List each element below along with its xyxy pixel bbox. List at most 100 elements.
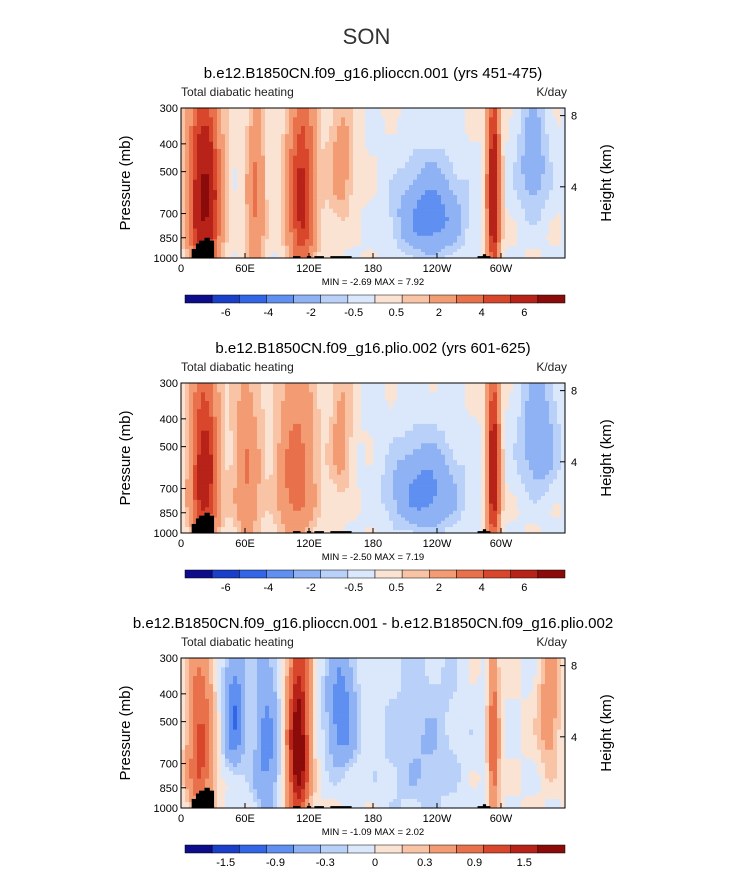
heatmap-cell [249,208,254,214]
heatmap-cell [197,212,202,218]
heatmap-cell [309,449,314,456]
heatmap-cell [213,503,218,508]
heatmap-cell [221,242,226,247]
heatmap-cell [521,221,526,226]
heatmap-cell [221,483,226,489]
heatmap-cell [473,430,478,438]
heatmap-cell [453,416,458,425]
heatmap-cell [305,228,310,233]
heatmap-cell [297,168,302,175]
heatmap-cell [425,212,430,218]
heatmap-cell [221,217,226,222]
heatmap-cell [285,199,290,205]
heatmap-cell [313,487,318,493]
heatmap-cell [521,499,526,505]
heatmap-cell [469,437,474,444]
heatmap-cell [365,204,370,210]
heatmap-cell [365,423,370,432]
heatmap-cell [505,496,510,501]
heatmap-cell [213,470,218,476]
heatmap-cell [297,252,302,256]
heatmap-cell [461,199,466,205]
heatmap-cell [429,195,434,201]
heatmap-cell [481,217,486,222]
heatmap-cell [233,126,238,135]
colorbar-swatch [429,294,457,304]
heatmap-cell [281,108,286,118]
heatmap-cell [413,499,418,505]
heatmap-cell [241,474,246,480]
heatmap-cell [201,168,206,175]
heatmap-cell [353,470,358,476]
heatmap-cell [225,217,230,222]
heatmap-cell [469,179,474,186]
heatmap-cell [209,232,214,237]
heatmap-cell [361,185,366,191]
heatmap-cell [441,239,446,244]
heatmap-cell [533,474,538,480]
heatmap-cell [213,449,218,456]
heatmap-cell [537,148,542,157]
heatmap-cell [329,430,334,438]
heatmap-cell [225,239,230,244]
heatmap-cell [529,168,534,175]
heatmap-cell [461,190,466,196]
heatmap-cell [189,499,194,505]
heatmap-cell [217,190,222,196]
heatmap-cell [529,155,534,163]
heatmap-cell [325,454,330,461]
heatmap-cell [353,492,358,497]
heatmap-cell [317,185,322,191]
heatmap-cell [321,232,326,237]
heatmap-cell [477,117,482,127]
heatmap-cell [209,383,214,393]
heatmap-cell [329,401,334,410]
heatmap-cell [333,409,338,418]
heatmap-cell [217,492,222,497]
heatmap-cell [445,487,450,493]
heatmap-cell [557,437,562,444]
heatmap-cell [337,479,342,485]
heatmap-cell [533,174,538,181]
heatmap-cell [413,162,418,169]
heatmap-cell [249,496,254,501]
heatmap-cell [437,255,442,259]
heatmap-cell [265,430,270,438]
heatmap-cell [421,228,426,233]
heatmap-cell [465,224,470,230]
heatmap-cell [337,474,342,480]
heatmap-cell [285,117,290,127]
heatmap-cell [537,168,542,175]
heatmap-cell [361,228,366,233]
heatmap-cell [525,208,530,214]
heatmap-cell [321,212,326,218]
heatmap-cell [385,454,390,461]
heatmap-cell [525,199,530,205]
heatmap-cell [297,117,302,127]
heatmap-cell [477,449,482,456]
heatmap-cell [521,416,526,425]
heatmap-cell [473,117,478,127]
heatmap-cell [377,179,382,186]
heatmap-cell [557,255,562,259]
heatmap-cell [213,423,218,432]
heatmap-cell [461,499,466,505]
heatmap-cell [513,179,518,186]
heatmap-cell [221,470,226,476]
heatmap-cell [269,179,274,186]
heatmap-cell [189,148,194,157]
heatmap-cell [393,474,398,480]
heatmap-cell [497,228,502,233]
heatmap-cell [525,496,530,501]
heatmap-cell [237,208,242,214]
heatmap-cell [433,255,438,259]
heatmap-cell [225,449,230,456]
heatmap-cell [293,232,298,237]
heatmap-cell [233,242,238,247]
heatmap-cell [537,383,542,393]
heatmap-cell [417,474,422,480]
heatmap-cell [461,496,466,501]
heatmap-cell [329,499,334,505]
heatmap-cell [553,437,558,444]
heatmap-cell [457,483,462,489]
